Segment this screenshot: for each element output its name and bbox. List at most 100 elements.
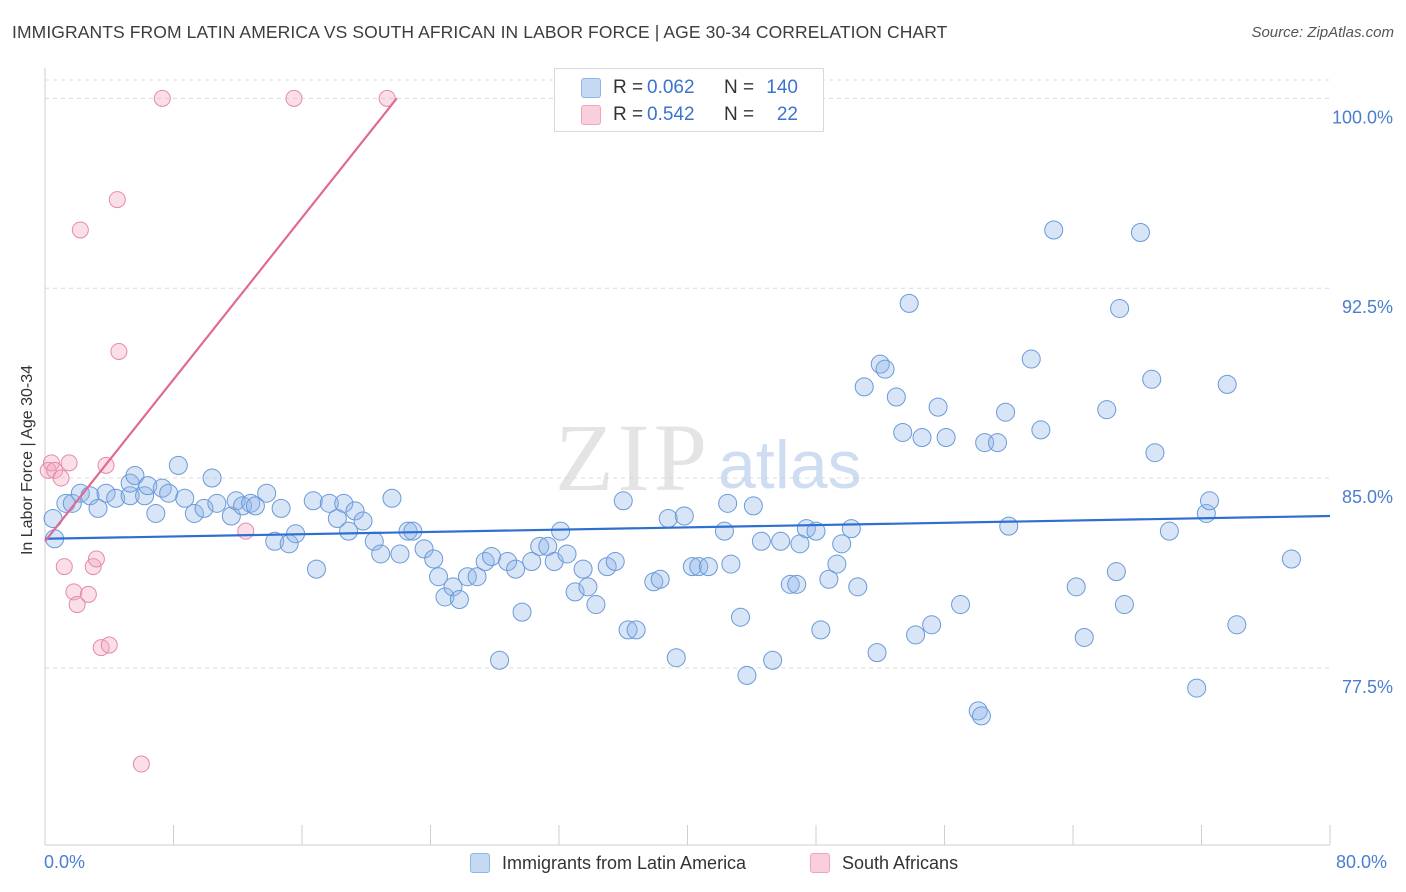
y-tick-label: 100.0% <box>1332 107 1393 127</box>
chart-title: IMMIGRANTS FROM LATIN AMERICA VS SOUTH A… <box>12 22 948 42</box>
data-point <box>424 549 444 569</box>
data-point <box>1200 491 1220 511</box>
data-point <box>613 491 633 511</box>
data-point <box>906 625 926 645</box>
data-point <box>743 496 763 516</box>
data-point <box>618 620 638 640</box>
data-point <box>586 595 606 615</box>
data-point <box>303 491 323 511</box>
data-point <box>999 516 1019 536</box>
data-point <box>1227 615 1247 635</box>
stats-swatch-blue <box>581 78 601 98</box>
x-tick-label-max: 80.0% <box>1336 852 1388 872</box>
data-point <box>62 493 82 513</box>
data-point <box>1130 223 1150 243</box>
data-point <box>285 89 303 107</box>
gridlines <box>45 79 1330 669</box>
data-point <box>658 509 678 529</box>
data-point <box>763 650 783 670</box>
trend-line-latin-america <box>44 514 1331 540</box>
data-point <box>682 557 702 577</box>
data-point <box>578 577 598 597</box>
data-point <box>854 377 874 397</box>
data-point <box>168 455 188 475</box>
data-point <box>108 191 126 209</box>
data-point <box>1031 420 1051 440</box>
data-point <box>988 433 1008 453</box>
watermark-zip: ZIP <box>555 404 711 511</box>
data-point <box>565 582 585 602</box>
y-tick-label: 92.5% <box>1342 297 1393 317</box>
data-point <box>650 569 670 589</box>
data-point <box>79 585 97 603</box>
y-tick-labels: 77.5% 85.0% 92.5% 100.0% <box>1332 107 1393 696</box>
data-point <box>1097 400 1117 420</box>
data-point <box>65 583 83 601</box>
data-point <box>506 559 526 579</box>
stats-box: R = 0.062 N = 140 R = 0.542 N = 22 <box>554 68 824 132</box>
data-point <box>1021 349 1041 369</box>
data-point <box>184 503 204 523</box>
legend: Immigrants from Latin America South Afri… <box>0 852 1406 878</box>
legend-label: South Africans <box>842 853 959 873</box>
data-point <box>194 498 214 518</box>
data-point <box>787 574 807 594</box>
series-south-africans <box>39 89 396 773</box>
data-point <box>875 359 895 379</box>
data-point <box>721 554 741 574</box>
x-tick-label-min: 0.0% <box>44 852 86 872</box>
n-label: N = <box>724 77 755 98</box>
data-point <box>841 519 861 539</box>
data-point <box>257 483 277 503</box>
data-point <box>806 521 826 541</box>
data-point <box>334 493 354 513</box>
data-point <box>353 511 373 531</box>
r-value: 0.542 <box>647 104 695 125</box>
data-point <box>1281 549 1301 569</box>
n-value: 140 <box>766 77 798 98</box>
data-point <box>106 488 126 508</box>
data-point <box>265 531 285 551</box>
data-point <box>626 620 646 640</box>
data-point <box>996 402 1016 422</box>
data-point <box>371 544 391 564</box>
r-value: 0.062 <box>647 77 695 98</box>
data-point <box>306 559 326 579</box>
data-point <box>390 544 410 564</box>
data-point <box>237 522 255 540</box>
y-tick-label: 85.0% <box>1342 487 1393 507</box>
data-point <box>1110 298 1130 318</box>
data-point <box>557 544 577 564</box>
data-point <box>522 552 542 572</box>
data-point <box>132 755 150 773</box>
data-point <box>457 567 477 587</box>
data-point <box>899 293 919 313</box>
data-point <box>449 589 469 609</box>
data-point <box>1106 562 1126 582</box>
n-value: 22 <box>776 104 798 125</box>
stats-swatch-pink <box>581 105 601 125</box>
trend-line-south-africans <box>44 97 398 542</box>
data-point <box>226 491 246 511</box>
data-point <box>1066 577 1086 597</box>
legend-label: Immigrants from Latin America <box>502 853 747 873</box>
data-point <box>146 503 166 523</box>
data-point <box>475 552 495 572</box>
r-label: R = <box>613 104 644 125</box>
data-point <box>928 397 948 417</box>
trend-lines <box>44 97 1331 542</box>
data-point <box>159 483 179 503</box>
watermark-atlas: atlas <box>718 427 862 503</box>
data-point <box>573 559 593 579</box>
series-immigrants-latin-america <box>43 220 1301 726</box>
data-point <box>435 587 455 607</box>
data-point <box>1074 627 1094 647</box>
data-point <box>689 557 709 577</box>
data-point <box>482 546 502 566</box>
n-label: N = <box>724 104 755 125</box>
legend-swatch-blue <box>470 853 490 873</box>
data-point <box>718 493 738 513</box>
data-point <box>135 486 155 506</box>
data-point <box>780 574 800 594</box>
data-point <box>811 620 831 640</box>
